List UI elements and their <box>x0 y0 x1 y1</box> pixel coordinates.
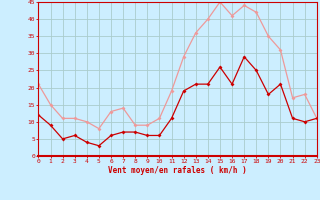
X-axis label: Vent moyen/en rafales ( km/h ): Vent moyen/en rafales ( km/h ) <box>108 166 247 175</box>
